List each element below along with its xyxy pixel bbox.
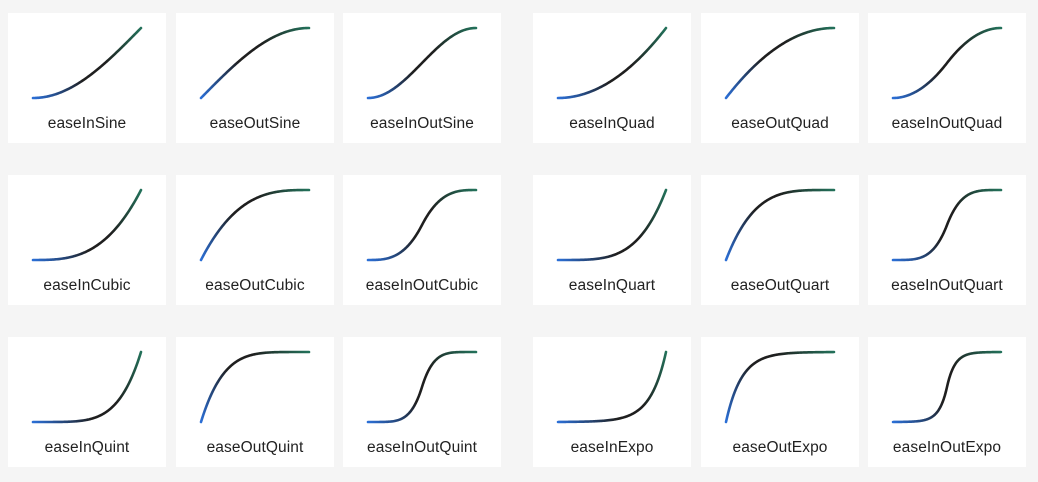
easing-card-easeInQuad[interactable]: easeInQuad [533,13,691,143]
easing-label: easeInExpo [570,439,654,456]
easing-curve-line [199,350,311,424]
easing-curve-graph [366,26,478,100]
easing-label: easeOutQuad [731,115,829,132]
easing-curve-line [724,188,836,262]
easing-card-easeInOutCubic[interactable]: easeInOutCubic [343,175,501,305]
easing-label: easeInOutQuad [891,115,1003,132]
easing-curve-graph [31,26,143,100]
easing-curve-graph [891,188,1003,262]
easing-label: easeOutQuint [206,439,304,456]
easing-curve-graph [891,26,1003,100]
easing-curve-graph [31,188,143,262]
easing-curve-line [724,26,836,100]
easing-card-easeInOutExpo[interactable]: easeInOutExpo [868,337,1026,467]
easing-label: easeInOutExpo [892,439,1002,456]
easing-card-easeOutQuart[interactable]: easeOutQuart [701,175,859,305]
easing-card-easeOutCubic[interactable]: easeOutCubic [176,175,334,305]
easing-card-easeInOutQuad[interactable]: easeInOutQuad [868,13,1026,143]
easing-curve-line [31,188,143,262]
easing-curve-line [556,188,668,262]
easing-curve-graph [556,350,668,424]
easing-label: easeOutSine [209,115,301,132]
easing-label: easeInOutCubic [365,277,479,294]
easing-curve-line [199,26,311,100]
easing-card-easeOutSine[interactable]: easeOutSine [176,13,334,143]
easing-curve-line [724,350,836,424]
easing-label: easeInQuart [568,277,656,294]
easing-curve-graph [724,350,836,424]
easing-card-easeInQuart[interactable]: easeInQuart [533,175,691,305]
easing-curve-line [556,350,668,424]
easing-label: easeInQuint [44,439,130,456]
easing-label: easeInCubic [43,277,131,294]
easing-curve-line [366,188,478,262]
easing-label: easeInSine [47,115,127,132]
easing-curve-graph [556,26,668,100]
easing-curve-line [366,350,478,424]
easing-curve-graph [199,188,311,262]
easing-curve-graph [366,350,478,424]
easing-curve-graph [724,26,836,100]
easing-curve-graph [556,188,668,262]
easing-label: easeOutQuart [730,277,830,294]
easing-curve-graph [724,188,836,262]
easing-curve-line [556,26,668,100]
easing-curve-line [891,350,1003,424]
easing-card-easeInOutSine[interactable]: easeInOutSine [343,13,501,143]
easing-label: easeInOutQuint [367,439,477,456]
easing-curve-graph [31,350,143,424]
easing-curve-line [31,350,143,424]
easing-curve-line [366,26,478,100]
easing-curve-graph [199,26,311,100]
easing-card-easeOutQuint[interactable]: easeOutQuint [176,337,334,467]
easing-card-easeOutQuad[interactable]: easeOutQuad [701,13,859,143]
easing-curve-graph [199,350,311,424]
easing-label: easeInOutSine [370,115,474,132]
easing-label: easeInOutQuart [891,277,1003,294]
easing-curve-line [891,188,1003,262]
easing-curve-line [891,26,1003,100]
easing-card-easeOutExpo[interactable]: easeOutExpo [701,337,859,467]
easing-card-easeInExpo[interactable]: easeInExpo [533,337,691,467]
easing-card-easeInCubic[interactable]: easeInCubic [8,175,166,305]
easing-label: easeOutCubic [205,277,305,294]
easing-curve-graph [366,188,478,262]
easing-label: easeInQuad [569,115,655,132]
easing-curve-graph [891,350,1003,424]
easing-curve-line [31,26,143,100]
easing-card-easeInOutQuart[interactable]: easeInOutQuart [868,175,1026,305]
easing-card-easeInOutQuint[interactable]: easeInOutQuint [343,337,501,467]
easing-curve-line [199,188,311,262]
easing-card-easeInQuint[interactable]: easeInQuint [8,337,166,467]
easing-label: easeOutExpo [732,439,828,456]
easing-card-easeInSine[interactable]: easeInSine [8,13,166,143]
